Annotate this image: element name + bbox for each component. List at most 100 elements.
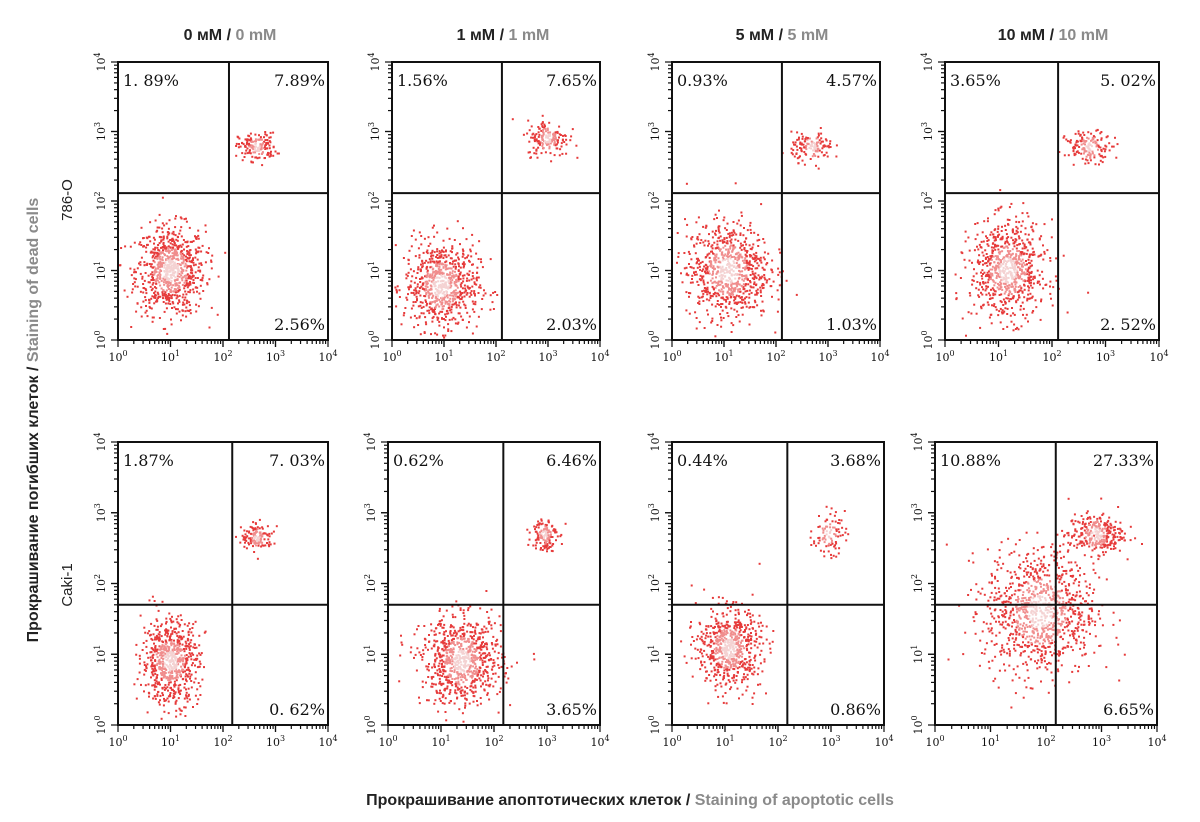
data-point: [256, 526, 259, 529]
data-point: [248, 150, 251, 153]
data-point: [181, 649, 183, 652]
data-point: [431, 260, 434, 263]
data-point: [713, 280, 716, 283]
data-point: [997, 288, 1000, 291]
data-point: [750, 267, 753, 270]
data-point: [455, 304, 458, 307]
data-point: [187, 284, 190, 287]
data-point: [999, 274, 1002, 276]
data-point: [402, 257, 405, 259]
data-point: [707, 272, 709, 275]
data-point: [1023, 288, 1026, 291]
data-point: [433, 251, 436, 254]
data-point: [438, 324, 441, 327]
data-point: [1108, 142, 1111, 145]
data-point: [192, 706, 194, 708]
data-point: [985, 287, 988, 290]
data-point: [182, 260, 185, 263]
data-point: [1006, 285, 1009, 288]
data-point: [472, 302, 475, 305]
data-point: [211, 254, 214, 257]
data-point: [163, 275, 166, 278]
data-point: [177, 247, 180, 250]
data-point: [148, 298, 150, 301]
data-point: [480, 308, 483, 311]
data-point: [157, 267, 159, 270]
data-point: [757, 257, 760, 260]
data-point: [1042, 287, 1045, 290]
data-point: [197, 698, 200, 701]
data-point: [201, 276, 204, 279]
data-point: [798, 156, 801, 159]
data-point: [187, 655, 190, 658]
y-tick-label: 100: [647, 330, 662, 349]
data-point: [725, 269, 728, 272]
data-point: [426, 274, 429, 277]
data-point: [438, 320, 441, 323]
data-point: [178, 310, 181, 313]
data-point: [431, 226, 434, 229]
data-point: [539, 140, 542, 143]
data-point: [716, 240, 719, 243]
data-point: [188, 652, 191, 655]
data-point: [150, 279, 153, 281]
data-point: [835, 155, 838, 158]
data-point: [173, 250, 176, 253]
data-point: [992, 242, 995, 245]
data-point: [169, 294, 172, 297]
data-point: [154, 297, 157, 299]
data-point: [999, 288, 1001, 290]
data-point: [1076, 144, 1079, 147]
data-point: [980, 275, 983, 277]
data-point: [1075, 139, 1078, 142]
data-point: [199, 269, 202, 272]
data-point: [163, 266, 166, 269]
data-point: [1043, 250, 1046, 253]
data-point: [167, 302, 170, 305]
data-point: [541, 125, 544, 128]
data-point: [981, 293, 984, 296]
data-point: [178, 643, 181, 646]
data-point: [177, 287, 180, 290]
column-title: 10 мМ / 10 mM: [998, 27, 1109, 44]
data-point: [981, 251, 984, 254]
data-point: [175, 251, 178, 254]
data-point: [1089, 159, 1092, 162]
data-point: [710, 245, 713, 248]
data-point: [182, 256, 185, 259]
data-point: [135, 310, 138, 313]
data-point: [711, 244, 714, 247]
data-point: [1031, 254, 1034, 256]
data-point: [1095, 144, 1098, 147]
data-point: [168, 667, 171, 670]
data-point: [186, 241, 189, 244]
data-point: [1089, 144, 1092, 146]
data-point: [438, 255, 441, 258]
quadrant-label-upper-left: 1.56%: [397, 71, 448, 90]
data-point: [451, 294, 454, 297]
data-point: [266, 542, 268, 544]
data-point: [159, 275, 162, 278]
data-point: [728, 276, 731, 279]
data-point: [1003, 292, 1006, 295]
data-point: [166, 272, 169, 275]
data-point: [742, 234, 745, 237]
data-point: [158, 281, 161, 284]
data-point: [1003, 271, 1006, 274]
data-point: [677, 255, 680, 258]
data-point: [457, 304, 460, 307]
quadrant-label-upper-left: 0.93%: [677, 71, 728, 90]
data-point: [470, 255, 473, 258]
data-point: [158, 317, 161, 319]
data-point: [1001, 312, 1004, 315]
data-point: [545, 136, 548, 139]
data-point: [801, 137, 804, 140]
data-point: [153, 650, 156, 653]
data-point: [450, 311, 453, 314]
data-point: [706, 293, 709, 296]
data-point: [469, 250, 472, 253]
data-point: [169, 288, 172, 291]
data-point: [695, 257, 698, 260]
data-point: [197, 682, 200, 684]
data-point: [995, 277, 998, 279]
